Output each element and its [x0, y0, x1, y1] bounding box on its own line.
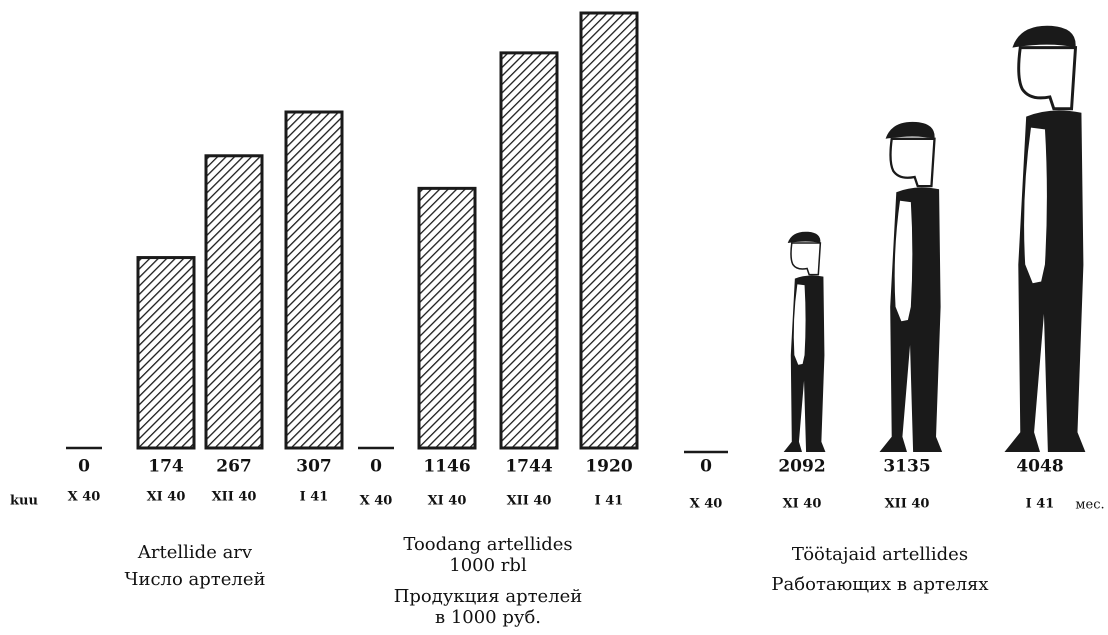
panel-title: Artellide arv [137, 542, 253, 563]
value-label: 0 [78, 457, 90, 477]
bar [417, 186, 477, 450]
bar [204, 154, 264, 450]
panel-title: Работающих в артелях [771, 574, 988, 595]
value-label: 267 [216, 457, 252, 477]
figure-arm [1022, 125, 1049, 286]
row-label-ru: мес. [1075, 498, 1104, 513]
value-label: 3135 [883, 457, 930, 477]
x-tick-label: X 40 [68, 490, 101, 505]
x-tick-label: XII 40 [507, 494, 552, 509]
bar [284, 110, 344, 450]
figure-cap [885, 121, 935, 139]
panel-title: Продукция артелей [394, 586, 583, 607]
panel-title: 1000 rbl [449, 555, 527, 576]
x-tick-label: XII 40 [212, 490, 257, 505]
x-tick-label: XI 40 [428, 494, 467, 509]
x-tick-label: X 40 [360, 494, 393, 509]
value-label: 1744 [505, 457, 552, 477]
figure-head [1017, 46, 1078, 111]
panel-title: в 1000 руб. [435, 607, 541, 628]
figure-head [790, 242, 822, 276]
value-label: 1920 [585, 457, 632, 477]
figure [1004, 25, 1086, 453]
figure-arm [893, 199, 914, 324]
value-label: 2092 [778, 457, 825, 477]
panel-title: Töötajaid artellides [792, 544, 968, 565]
figure-arm [792, 283, 807, 366]
x-tick-label: XII 40 [885, 497, 930, 512]
bar [136, 256, 196, 450]
row-label: kuu [10, 494, 38, 509]
value-label: 307 [296, 457, 332, 477]
figure-head [889, 137, 936, 188]
figure [783, 231, 826, 453]
x-tick-label: XI 40 [783, 497, 822, 512]
x-tick-label: I 41 [1026, 497, 1055, 512]
x-tick-label: X 40 [690, 497, 723, 512]
x-tick-label: I 41 [595, 494, 624, 509]
bar [579, 11, 639, 450]
x-tick-label: I 41 [300, 490, 329, 505]
value-label: 0 [370, 457, 382, 477]
value-label: 0 [700, 457, 712, 477]
value-label: 174 [148, 457, 184, 477]
x-tick-label: XI 40 [147, 490, 186, 505]
bar [499, 51, 559, 450]
value-label: 1146 [423, 457, 470, 477]
value-label: 4048 [1016, 457, 1063, 477]
figure [879, 121, 943, 453]
figure-cap [1012, 25, 1076, 48]
panel-title: Число артелей [125, 569, 266, 590]
figure-cap [787, 231, 821, 244]
panel-title: Toodang artellides [403, 534, 572, 555]
